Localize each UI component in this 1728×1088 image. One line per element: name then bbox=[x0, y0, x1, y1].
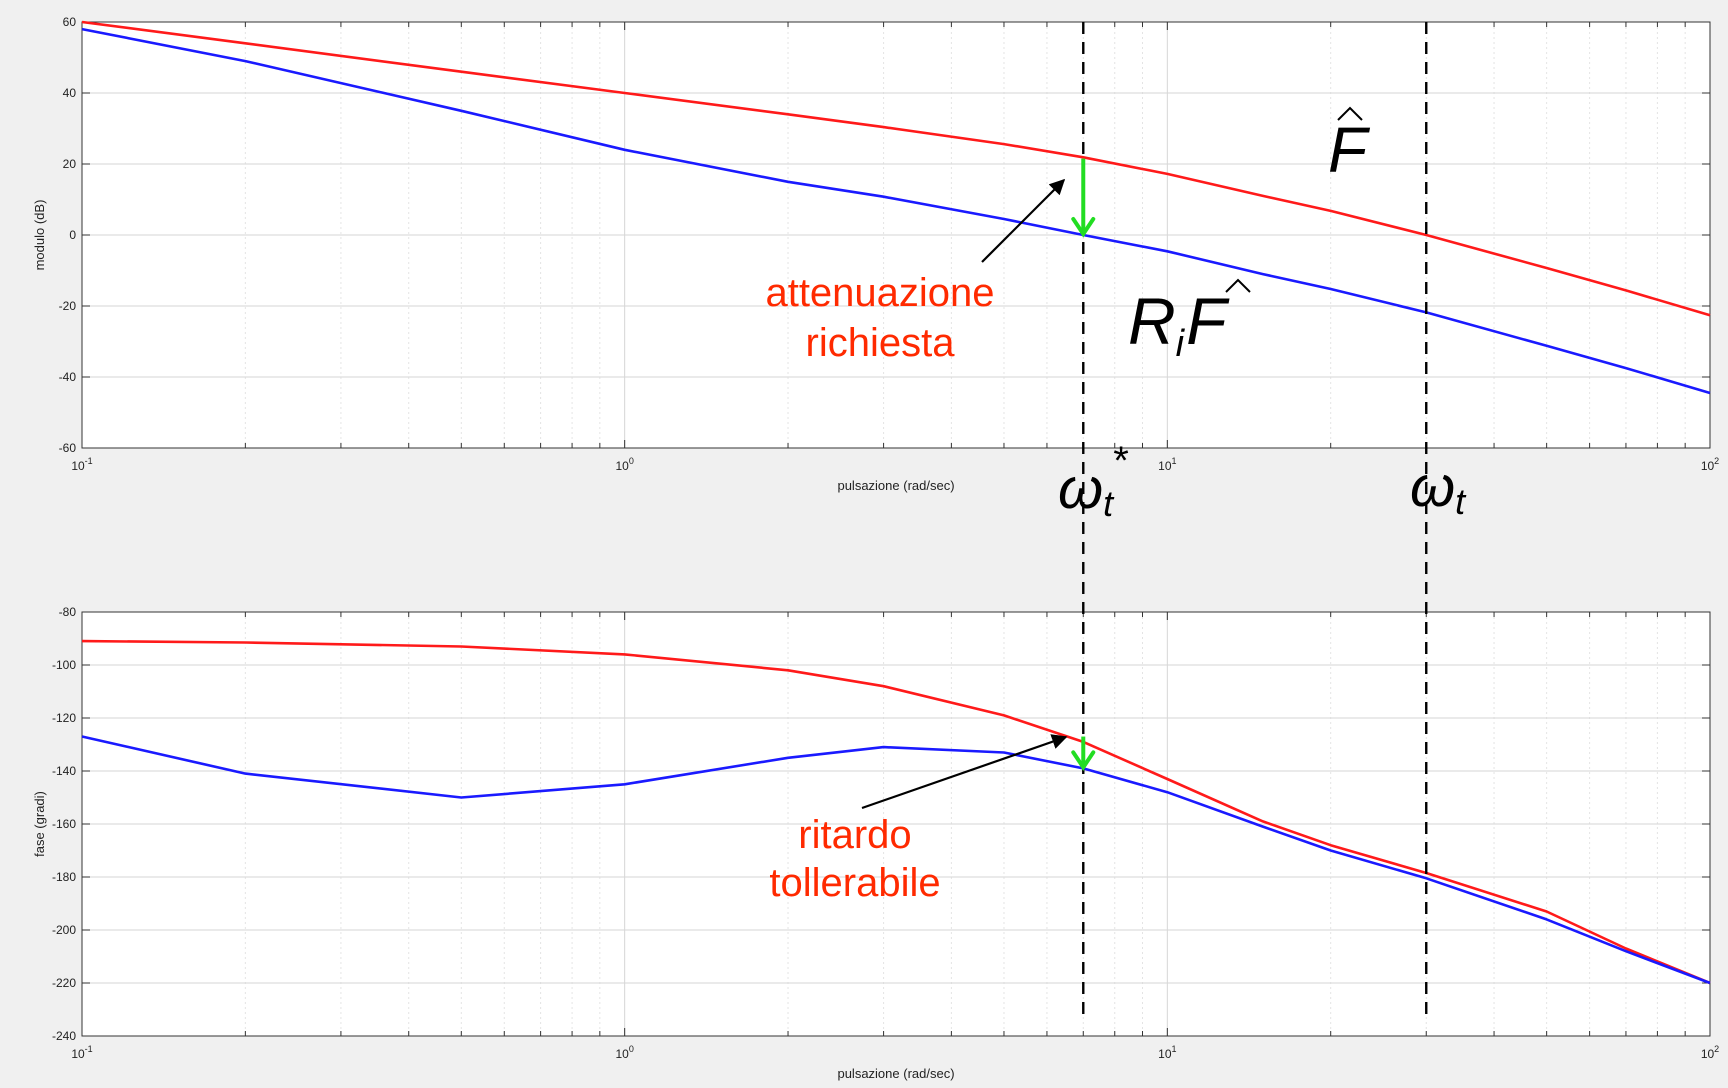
RiF-hat-accent bbox=[1225, 278, 1251, 293]
green-arrow-head bbox=[1071, 217, 1096, 238]
x-tick-base: 10 bbox=[615, 459, 629, 473]
omega-subscript: t bbox=[1455, 481, 1467, 522]
y-tick-label: -100 bbox=[52, 658, 76, 672]
delay-label-line1: ritardo bbox=[798, 813, 911, 857]
x-tick-label: 101 bbox=[1158, 1044, 1176, 1061]
y-tick-label: 40 bbox=[63, 86, 77, 100]
RiF-label: RiF bbox=[1128, 284, 1230, 365]
plot-frame bbox=[81, 611, 1711, 1037]
x-tick-label: 102 bbox=[1701, 456, 1719, 473]
y-tick-label: 20 bbox=[63, 157, 77, 171]
y-tick-label: 60 bbox=[63, 15, 77, 29]
omega-symbol: ω bbox=[1410, 454, 1455, 519]
delay-green-arrow bbox=[1071, 736, 1096, 771]
delay-pointer-arrow bbox=[861, 734, 1068, 810]
x-axis-label: pulsazione (rad/sec) bbox=[837, 478, 954, 493]
y-tick-label: -120 bbox=[52, 711, 76, 725]
y-tick-label: -40 bbox=[59, 370, 77, 384]
plot-frame bbox=[81, 21, 1711, 449]
F-hat-accent bbox=[1337, 106, 1363, 121]
x-tick-base: 10 bbox=[71, 1047, 85, 1061]
x-tick-label: 102 bbox=[1701, 1044, 1719, 1061]
y-axis-label: fase (gradi) bbox=[32, 791, 47, 857]
RiF-F: F bbox=[1186, 284, 1230, 358]
x-tick-base: 10 bbox=[615, 1047, 629, 1061]
x-axis-label: pulsazione (rad/sec) bbox=[837, 1066, 954, 1081]
x-tick-base: 10 bbox=[1158, 459, 1172, 473]
green-arrow-head bbox=[1071, 750, 1096, 771]
delay-label-line2: tollerabile bbox=[769, 861, 940, 905]
F-hat-label: F bbox=[1328, 114, 1371, 186]
x-tick-base: 10 bbox=[1158, 1047, 1172, 1061]
attenuation-label-line2: richiesta bbox=[806, 321, 956, 365]
x-tick-exponent: 1 bbox=[1172, 1044, 1177, 1054]
y-tick-label: 0 bbox=[69, 228, 76, 242]
omega-star-asterisk: * bbox=[1113, 439, 1129, 483]
y-tick-label: -60 bbox=[59, 441, 77, 455]
x-tick-exponent: -1 bbox=[85, 1044, 93, 1054]
omega-star-label: ωt* bbox=[1058, 439, 1129, 524]
attenuation-pointer-arrow bbox=[981, 178, 1066, 263]
x-tick-exponent: 2 bbox=[1714, 1044, 1719, 1054]
x-tick-exponent: 0 bbox=[629, 456, 634, 466]
x-tick-base: 10 bbox=[1701, 459, 1715, 473]
x-tick-base: 10 bbox=[71, 459, 85, 473]
y-tick-label: -240 bbox=[52, 1029, 76, 1043]
RiF-R: R bbox=[1128, 284, 1176, 358]
omega-label: ωt bbox=[1410, 454, 1467, 522]
omega-star-symbol: ω bbox=[1058, 456, 1103, 521]
y-tick-label: -80 bbox=[59, 605, 77, 619]
x-tick-label: 100 bbox=[615, 1044, 633, 1061]
attenuation-green-arrow bbox=[1071, 158, 1096, 238]
x-tick-label: 100 bbox=[615, 456, 633, 473]
x-tick-exponent: -1 bbox=[85, 456, 93, 466]
RiF-i: i bbox=[1176, 323, 1186, 365]
y-tick-label: -20 bbox=[59, 299, 77, 313]
x-tick-base: 10 bbox=[1701, 1047, 1715, 1061]
y-tick-label: -220 bbox=[52, 976, 76, 990]
x-tick-exponent: 0 bbox=[629, 1044, 634, 1054]
x-tick-exponent: 2 bbox=[1714, 456, 1719, 466]
series-F-line bbox=[81, 20, 1711, 317]
x-tick-label: 10-1 bbox=[71, 456, 92, 473]
y-tick-label: -200 bbox=[52, 923, 76, 937]
y-axis-label: modulo (dB) bbox=[32, 200, 47, 271]
x-tick-label: 10-1 bbox=[71, 1044, 92, 1061]
y-tick-label: -180 bbox=[52, 870, 76, 884]
x-tick-label: 101 bbox=[1158, 456, 1176, 473]
omega-star-subscript: t bbox=[1103, 483, 1115, 524]
attenuation-label-line1: attenuazione bbox=[765, 271, 994, 315]
y-tick-label: -160 bbox=[52, 817, 76, 831]
x-tick-exponent: 1 bbox=[1172, 456, 1177, 466]
y-tick-label: -140 bbox=[52, 764, 76, 778]
